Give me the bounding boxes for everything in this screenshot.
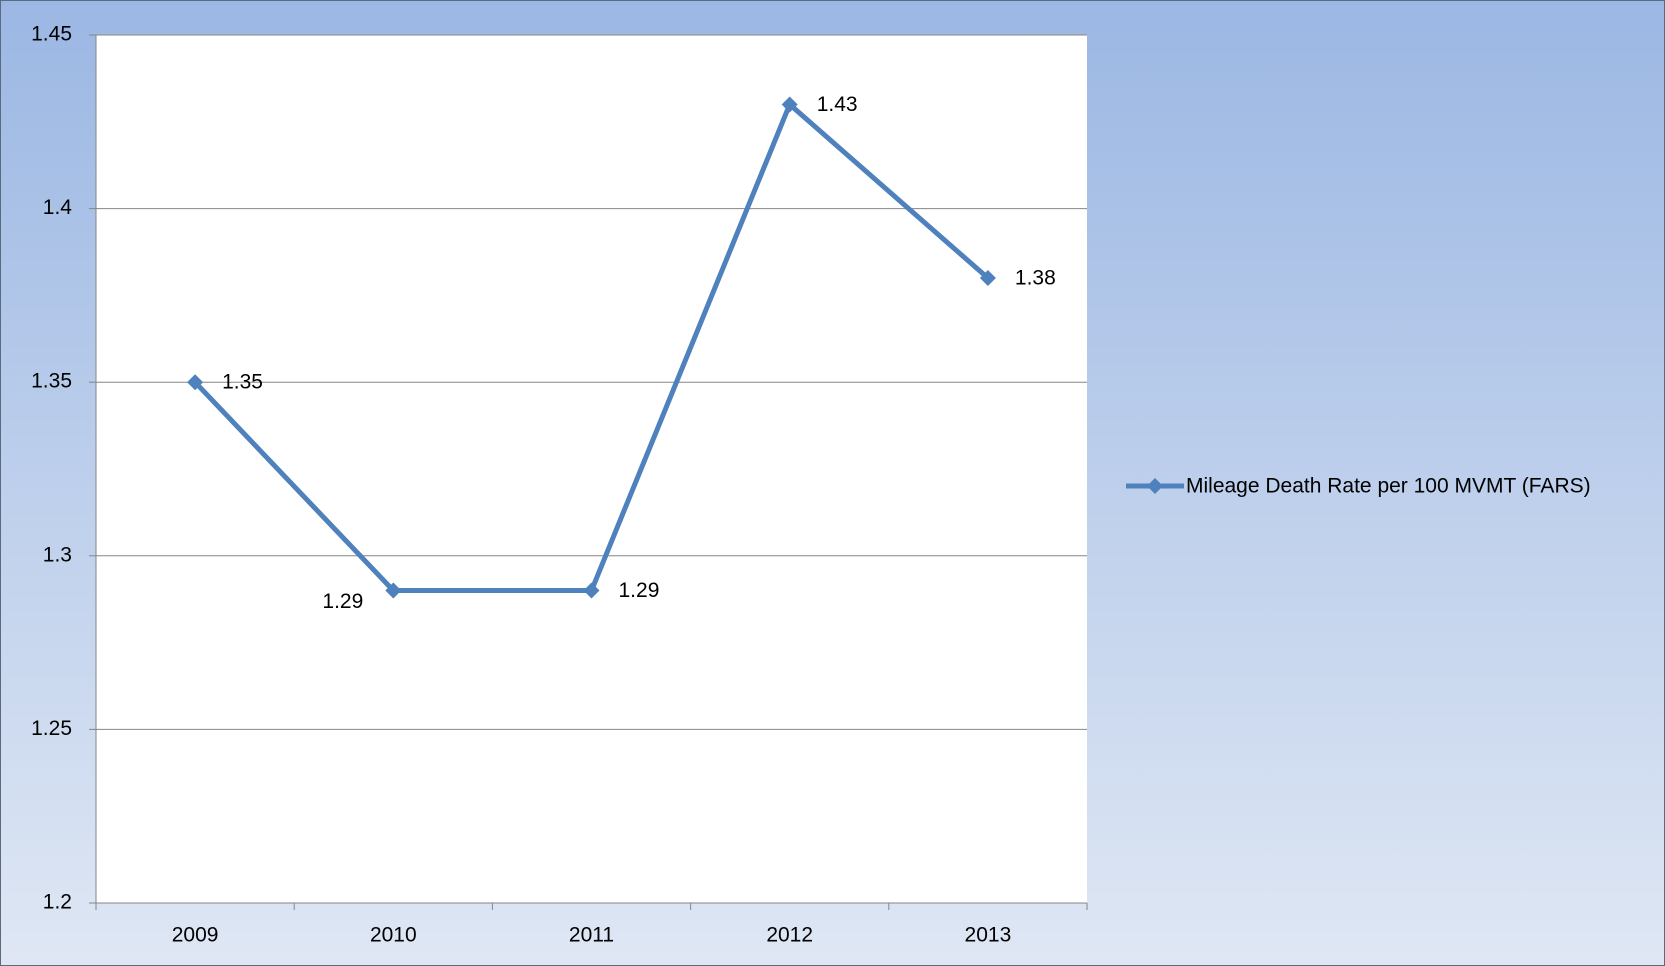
data-point	[979, 270, 996, 287]
y-tick-label: 1.25	[31, 717, 72, 740]
data-point	[385, 582, 402, 599]
legend-marker	[1147, 478, 1163, 494]
plot-area	[96, 35, 1087, 903]
x-tick-label: 2009	[172, 924, 219, 947]
y-tick-label: 1.4	[43, 196, 73, 219]
y-tick-label: 1.45	[31, 23, 72, 46]
data-label: 1.43	[817, 93, 858, 116]
x-tick-label: 2013	[965, 924, 1012, 947]
x-tick-label: 2011	[569, 924, 614, 947]
x-tick-label: 2012	[766, 924, 813, 947]
data-label: 1.29	[619, 579, 660, 602]
data-label: 1.38	[1015, 267, 1056, 290]
x-tick-label: 2010	[370, 924, 417, 947]
data-point	[583, 582, 600, 599]
y-tick-label: 1.35	[31, 370, 72, 393]
data-label: 1.35	[222, 371, 263, 394]
y-tick-label: 1.2	[43, 891, 72, 914]
data-label: 1.29	[322, 590, 363, 613]
data-point	[187, 374, 204, 391]
legend-label: Mileage Death Rate per 100 MVMT (FARS)	[1186, 475, 1591, 498]
y-tick-label: 1.3	[43, 543, 72, 566]
data-point	[781, 96, 798, 113]
